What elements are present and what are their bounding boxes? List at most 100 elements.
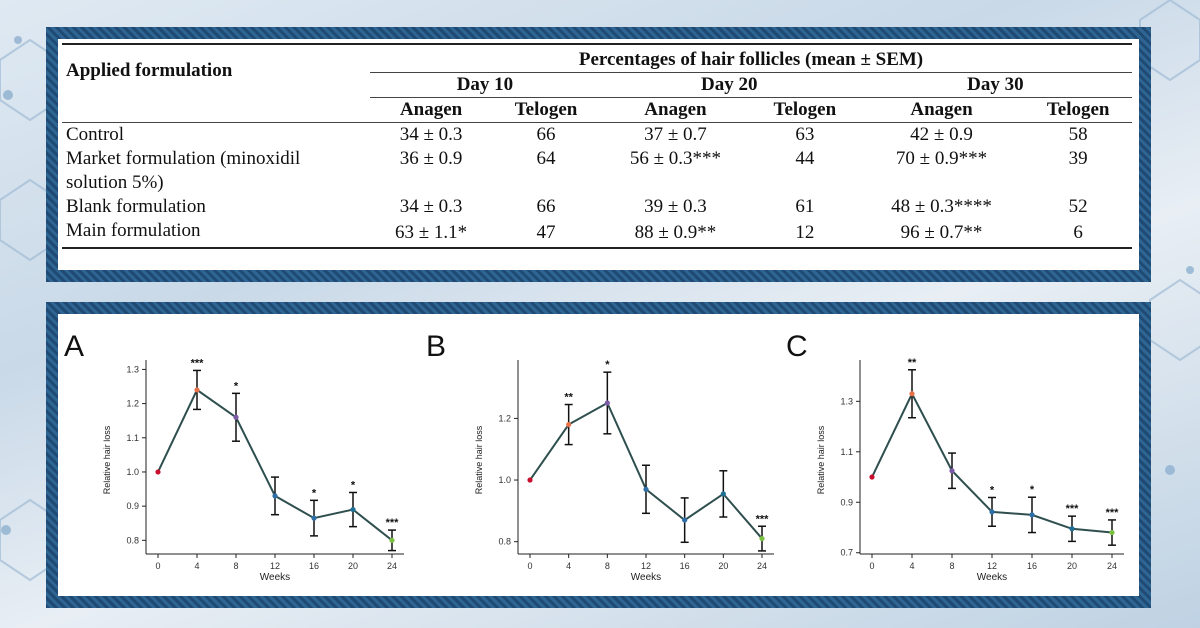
significance-marker: *** (386, 517, 400, 529)
data-point (909, 391, 915, 397)
series-line (157, 388, 393, 542)
significance-marker: *** (1066, 503, 1080, 515)
row-label: Blank formulation (66, 196, 206, 217)
data-point (350, 506, 356, 513)
cell: 34 ± 0.3 (399, 196, 463, 217)
y-tick-label: 1.1 (840, 447, 853, 457)
cell: 66 (536, 124, 556, 145)
cell: 58 (1068, 124, 1088, 145)
row-label-continued: solution 5%) (66, 172, 164, 193)
data-point (194, 387, 200, 393)
panel-label: B (426, 330, 446, 363)
y-tick-label: 1.3 (840, 396, 853, 406)
group-header: Percentages of hair follicles (mean ± SE… (370, 44, 1132, 73)
cell: 52 (1068, 196, 1088, 217)
significance-marker: * (351, 479, 356, 491)
y-tick-label: 0.8 (498, 537, 511, 547)
x-tick-label: 12 (270, 561, 280, 571)
data-point (949, 468, 955, 474)
cell: 66 (536, 196, 556, 217)
y-axis-label: Relative hair loss (102, 425, 112, 494)
x-tick-label: 0 (527, 561, 532, 571)
x-tick-label: 24 (1107, 561, 1117, 571)
x-tick-label: 0 (869, 561, 874, 571)
cell: 42 ± 0.9 (910, 124, 973, 145)
y-tick-label: 0.9 (840, 497, 853, 507)
data-point (869, 474, 875, 480)
data-point (389, 537, 395, 543)
table-row-continuation: solution 5%) (62, 171, 1132, 195)
data-point (1069, 526, 1075, 532)
phase-header: Anagen (910, 99, 973, 120)
cell: 47 (536, 222, 556, 243)
y-tick-label: 1.1 (126, 433, 139, 443)
cell: 56 ± 0.3*** (629, 148, 722, 169)
data-point (527, 477, 533, 483)
row-label: Market formulation (minoxidil (66, 148, 301, 169)
x-tick-label: 8 (233, 561, 238, 571)
y-tick-label: 0.7 (840, 548, 853, 558)
x-tick-label: 24 (387, 561, 397, 571)
x-tick-label: 20 (718, 561, 728, 571)
x-tick-label: 4 (566, 561, 571, 571)
significance-marker: *** (1106, 507, 1120, 519)
phase-header: Anagen (644, 99, 707, 120)
significance-marker: ** (908, 357, 917, 369)
y-axis-label: Relative hair loss (474, 425, 484, 494)
data-point (604, 400, 610, 406)
table-row: Market formulation (minoxidil 36 ± 0.9 6… (62, 147, 1132, 171)
significance-marker: *** (191, 357, 205, 369)
panel-label: C (786, 330, 808, 363)
cell: 70 ± 0.9*** (895, 148, 988, 169)
phase-header: Telogen (514, 99, 578, 120)
data-point (233, 414, 239, 420)
cell: 37 ± 0.7 (644, 124, 707, 145)
data-point (682, 517, 688, 523)
y-tick-label: 0.9 (126, 501, 139, 511)
significance-marker: *** (756, 513, 770, 525)
x-axis-label: Weeks (631, 572, 661, 583)
row-header: Applied formulation (66, 60, 233, 82)
cell: 12 (795, 222, 815, 243)
cell: 63 (795, 124, 815, 145)
data-point (643, 486, 649, 492)
data-point (272, 493, 278, 499)
x-tick-label: 4 (909, 561, 914, 571)
data-point (1029, 512, 1035, 518)
x-tick-label: 24 (757, 561, 767, 571)
cell: 64 (536, 148, 556, 169)
panel-label: A (64, 330, 84, 363)
y-tick-label: 1.0 (498, 475, 511, 485)
table-panel: Applied formulation Percentages of hair … (46, 27, 1151, 282)
row-label: Main formulation (66, 220, 201, 241)
x-tick-label: 8 (949, 561, 954, 571)
x-tick-label: 0 (155, 561, 160, 571)
data-point (1109, 529, 1115, 536)
cell: 36 ± 0.9 (399, 148, 463, 169)
data-point (720, 491, 726, 497)
data-point (311, 515, 317, 521)
cell: 6 (1073, 222, 1083, 243)
x-axis-label: Weeks (977, 572, 1007, 583)
x-tick-label: 8 (605, 561, 610, 571)
cell: 61 (795, 196, 815, 217)
charts-panel: A 0.8 0.9 1.0 1.1 1.2 1.3 0 4 8 12 16 20 24 Weeks Relat… (46, 302, 1151, 608)
day-header: Day 20 (599, 72, 859, 98)
data-point (566, 421, 572, 428)
y-axis-label: Relative hair loss (816, 425, 826, 494)
cell: 44 (795, 148, 815, 169)
x-tick-label: 12 (987, 561, 997, 571)
x-axis-label: Weeks (260, 572, 290, 583)
phase-header: Telogen (1046, 99, 1110, 120)
table-row: Blank formulation 34 ± 0.3 66 39 ± 0.3 6… (62, 195, 1132, 219)
significance-marker: * (1030, 484, 1035, 496)
table-row: Control 34 ± 0.3 66 37 ± 0.7 63 42 ± 0.9… (62, 123, 1132, 148)
y-tick-label: 1.2 (126, 399, 139, 409)
day-header: Day 10 (370, 72, 600, 98)
x-tick-label: 16 (1027, 561, 1037, 571)
charts-container: A 0.8 0.9 1.0 1.1 1.2 1.3 0 4 8 12 16 20 24 Weeks Relat… (58, 314, 1139, 596)
cell: 63 ± 1.1* (395, 222, 468, 243)
x-tick-label: 12 (641, 561, 651, 571)
cell: 39 ± 0.3 (644, 196, 707, 217)
chart-c: C 0.7 0.9 1.1 1.3 0 4 8 12 16 20 24 Weeks Relative ha… (786, 330, 1124, 583)
